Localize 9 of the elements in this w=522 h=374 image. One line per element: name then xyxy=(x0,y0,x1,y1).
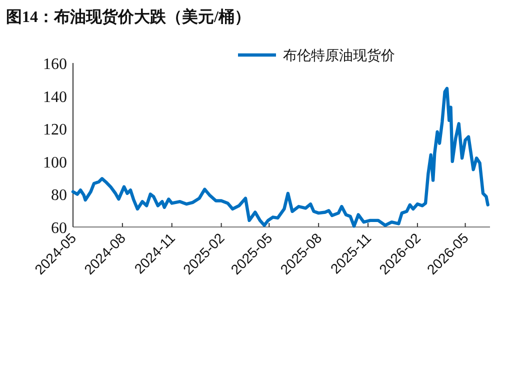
legend-label: 布伦特原油现货价 xyxy=(283,48,395,64)
y-tick-label: 80 xyxy=(51,187,67,204)
y-tick-label: 140 xyxy=(43,88,67,106)
legend: 布伦特原油现货价 xyxy=(238,49,395,64)
y-tick-label: 160 xyxy=(43,56,67,73)
y-tick-label: 120 xyxy=(43,122,67,139)
y-tick-label: 60 xyxy=(51,220,67,237)
chart-title: 图14：布油现货价大跌（美元/桶） xyxy=(6,7,250,26)
y-tick-label: 100 xyxy=(43,154,67,172)
